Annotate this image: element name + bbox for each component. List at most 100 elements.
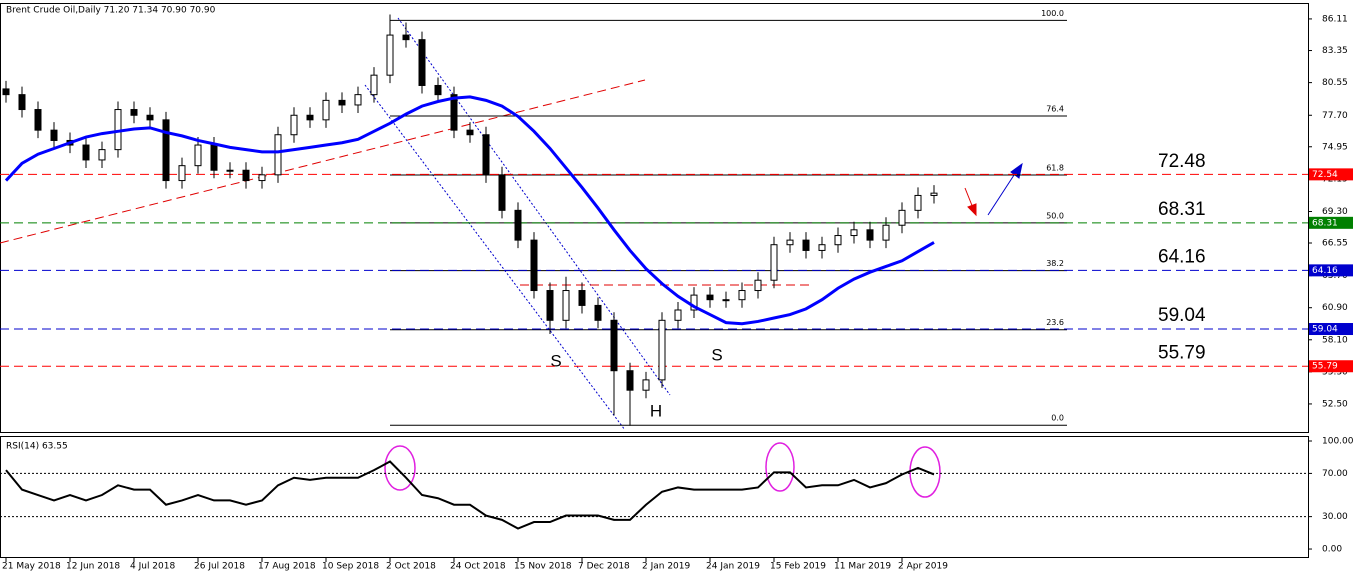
- y-tick-label: 52.50: [1322, 399, 1348, 409]
- y-tick-label: 74.95: [1322, 142, 1348, 152]
- candle-body: [146, 114, 154, 121]
- price-box-label: 55.79: [1312, 362, 1338, 372]
- candle-body: [594, 304, 602, 321]
- candle-body: [866, 229, 874, 241]
- fib-label: 38.2: [1046, 259, 1064, 268]
- x-tick-label: 2 Jan 2019: [642, 562, 690, 572]
- fib-label: 100.0: [1041, 9, 1064, 18]
- price-box-label: 59.04: [1312, 325, 1338, 335]
- candle-body: [290, 114, 298, 136]
- y-tick-label: 55.30: [1322, 367, 1348, 377]
- candle-body: [770, 244, 778, 281]
- annotation: S: [711, 345, 722, 364]
- candle-body: [242, 169, 250, 182]
- candle-body: [370, 74, 378, 96]
- candle-body: [354, 94, 362, 106]
- candle-body: [82, 144, 90, 161]
- x-tick-label: 26 Jul 2018: [194, 562, 245, 572]
- price-box-label: 72.54: [1312, 170, 1338, 180]
- moving-average: [4, 95, 935, 326]
- level-label: 55.79: [1158, 342, 1206, 363]
- y-tick-label: 100.00: [1322, 436, 1354, 446]
- candle-body: [162, 119, 170, 182]
- y-tick-label: 77.70: [1322, 111, 1348, 121]
- candle-body: [482, 134, 490, 176]
- price-box: [1309, 216, 1353, 229]
- x-tick-label: 4 Jul 2018: [130, 562, 175, 572]
- x-tick-label: 15 Feb 2019: [770, 562, 826, 572]
- candle-body: [914, 194, 922, 211]
- annotation: H: [650, 401, 662, 420]
- price-box-label: 64.16: [1312, 266, 1338, 276]
- candle-body: [754, 279, 762, 292]
- rsi-highlight: [765, 442, 795, 492]
- y-tick-label: 58.10: [1322, 335, 1348, 345]
- x-tick-label: 12 Jun 2018: [66, 562, 120, 572]
- x-tick-label: 11 Mar 2019: [834, 562, 891, 572]
- x-tick-label: 17 Aug 2018: [258, 562, 316, 572]
- candle-body: [674, 309, 682, 321]
- candle-body: [930, 192, 938, 196]
- candle-body: [786, 239, 794, 246]
- candle-body: [402, 34, 410, 41]
- rsi-title: RSI(14) 63.55: [6, 442, 68, 452]
- y-tick-label: 30.00: [1322, 512, 1348, 522]
- candle-body: [258, 174, 266, 182]
- candle-body: [706, 294, 714, 301]
- x-tick-label: 24 Oct 2018: [450, 562, 506, 572]
- candle-body: [818, 244, 826, 251]
- candle-body: [18, 94, 26, 111]
- x-tick-label: 2 Apr 2019: [898, 562, 948, 572]
- price-box: [1309, 168, 1353, 181]
- rsi-line: [5, 460, 935, 530]
- channel-line: [397, 17, 671, 396]
- arrow-up: [987, 162, 1023, 216]
- price-box: [1309, 264, 1353, 277]
- candle-body: [546, 290, 554, 321]
- chart-title: Brent Crude Oil,Daily 71.20 71.34 70.90 …: [6, 6, 216, 16]
- y-tick-label: 80.55: [1322, 78, 1348, 88]
- arrow-down: [964, 187, 977, 217]
- candle-body: [210, 144, 218, 171]
- candle-body: [466, 129, 474, 136]
- x-tick-label: 21 May 2018: [2, 562, 61, 572]
- candle-body: [130, 109, 138, 116]
- x-tick-label: 24 Jan 2019: [706, 562, 760, 572]
- rsi-highlight: [909, 446, 941, 498]
- candle-body: [658, 319, 666, 381]
- candle-body: [562, 290, 570, 321]
- candle-body: [642, 379, 650, 391]
- annotation: S: [550, 351, 561, 370]
- candle-body: [626, 370, 634, 391]
- candle-body: [418, 39, 426, 86]
- price-box: [1309, 360, 1353, 373]
- candle-body: [322, 99, 330, 121]
- candle-body: [578, 290, 586, 306]
- candle-body: [450, 94, 458, 131]
- candle-body: [738, 290, 746, 301]
- y-tick-label: 69.30: [1322, 207, 1348, 217]
- y-tick-label: 66.55: [1322, 238, 1348, 248]
- rsi-pane: [0, 436, 1309, 558]
- x-tick-label: 7 Dec 2018: [578, 562, 630, 572]
- candle-body: [530, 239, 538, 292]
- candle-body: [850, 229, 858, 237]
- candle-body: [338, 99, 346, 106]
- candle-body: [306, 114, 314, 121]
- candle-body: [274, 134, 282, 176]
- candle-body: [386, 34, 394, 76]
- y-tick-label: 86.11: [1322, 14, 1348, 24]
- candle-body: [226, 169, 234, 172]
- candle-body: [34, 109, 42, 131]
- main-pane: [0, 3, 1309, 433]
- x-tick-label: 15 Nov 2018: [514, 562, 572, 572]
- candle-body: [514, 209, 522, 241]
- price-box: [1309, 323, 1353, 336]
- candle-body: [802, 239, 810, 251]
- candle-body: [50, 129, 58, 141]
- x-tick-label: 10 Sep 2018: [322, 562, 379, 572]
- fib-label: 76.4: [1046, 104, 1064, 113]
- candle-body: [434, 84, 442, 96]
- candle-body: [98, 149, 106, 161]
